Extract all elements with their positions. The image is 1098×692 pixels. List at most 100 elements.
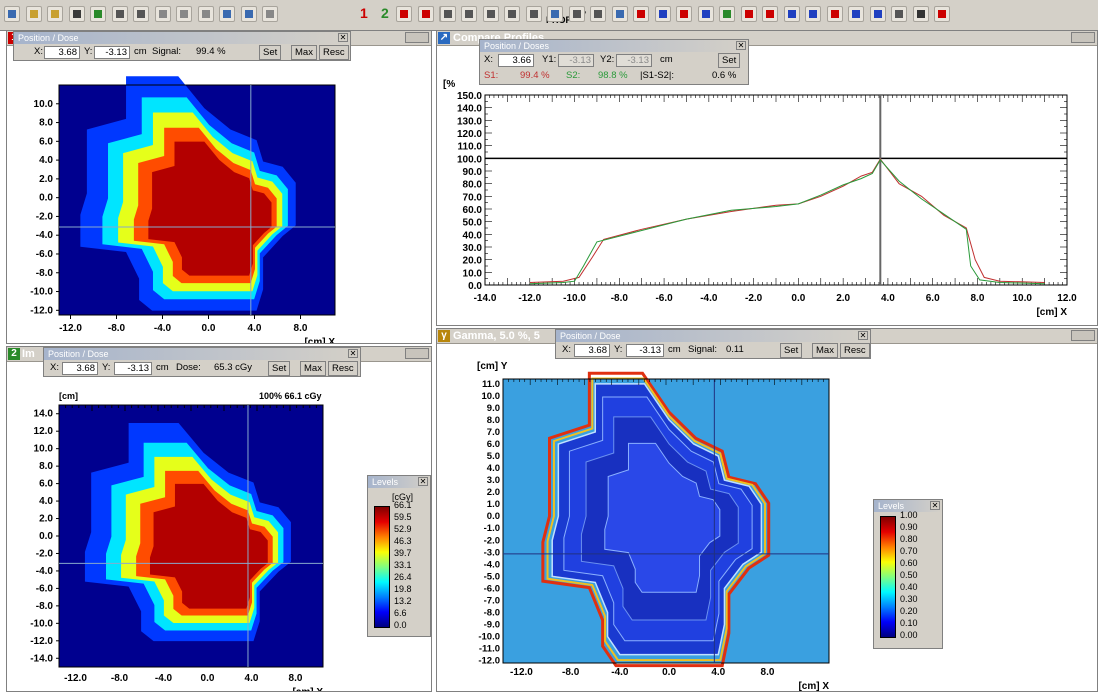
table-icon[interactable]	[262, 6, 278, 22]
open-folder-icon[interactable]	[47, 6, 63, 22]
x-tick-label: -12.0	[510, 667, 533, 678]
levels-value: 0.80	[900, 534, 918, 544]
close-icon[interactable]: ✕	[418, 477, 428, 486]
compare-icon[interactable]	[719, 6, 735, 22]
unit-label: cm	[134, 46, 147, 57]
rescale-button[interactable]: Resc	[328, 361, 358, 376]
close-icon[interactable]: ✕	[338, 33, 348, 42]
y1-input[interactable]	[558, 54, 594, 67]
close-icon[interactable]: ✕	[858, 331, 868, 340]
new-icon[interactable]	[4, 6, 20, 22]
max-button[interactable]: Max	[300, 361, 326, 376]
open-icon[interactable]	[26, 6, 42, 22]
window-buttons[interactable]	[405, 348, 429, 359]
shift-icon[interactable]	[762, 6, 778, 22]
position-dose-dialog-2[interactable]: Position / Dose ✕ X: Y: cm Dose: 65.3 cGy…	[43, 347, 361, 377]
exit-icon[interactable]	[934, 6, 950, 22]
report-icon[interactable]	[590, 6, 606, 22]
diff-value: 0.6 %	[712, 70, 736, 81]
levels-value: 0.00	[900, 630, 918, 640]
isodose-icon[interactable]	[741, 6, 757, 22]
print-icon[interactable]	[112, 6, 128, 22]
rescale-button[interactable]: Resc	[319, 45, 349, 60]
y-tick-label: 10.0	[34, 444, 54, 455]
gamma-window[interactable]: γ Gamma, 5.0 %, 5 [cm] Y 11.0 10.0 9.0 8.0 7.…	[436, 328, 1098, 692]
image-2-window[interactable]: 2 Im [cm] 100% 66.1 cGy 14.0 12.0 10.0 8.0 6.0…	[6, 346, 432, 692]
paste-icon[interactable]	[198, 6, 214, 22]
histogram-icon[interactable]	[612, 6, 628, 22]
close-icon[interactable]: ✕	[736, 41, 746, 50]
profile-icon[interactable]	[418, 6, 434, 22]
position-doses-dialog[interactable]: Position / Doses✕ X: Y1: Y2: cm Set S1: …	[479, 39, 749, 85]
copy-icon[interactable]	[176, 6, 192, 22]
y-tick-label: -12.0	[30, 636, 53, 647]
position-dose-title: Position / Dose	[560, 331, 621, 341]
ruler-icon[interactable]	[633, 6, 649, 22]
close-icon[interactable]: ✕	[348, 349, 358, 358]
tools-icon[interactable]	[891, 6, 907, 22]
window-buttons[interactable]	[405, 32, 429, 43]
gamma-plot[interactable]: [cm] Y11.010.09.08.07.06.05.04.03.02.01.…	[437, 343, 1098, 692]
window-icon[interactable]	[547, 6, 563, 22]
x-input[interactable]	[498, 54, 534, 67]
compare-profiles-window[interactable]: ↗ Compare Profiles 150.0 140.0 130.0 120.0 1…	[436, 30, 1098, 326]
x-tick-label: -12.0	[64, 673, 87, 684]
position-dose-dialog-gamma[interactable]: Position / Dose ✕ X: Y: cm Signal: 0.11 S…	[555, 329, 871, 359]
print-preview-icon[interactable]	[155, 6, 171, 22]
x-axis-label: [cm] X	[798, 681, 829, 692]
set-button[interactable]: Set	[780, 343, 802, 358]
y-input[interactable]	[94, 46, 130, 59]
x-tick-label: -12.0	[59, 323, 82, 334]
set-button[interactable]: Set	[268, 361, 290, 376]
undo-icon[interactable]	[219, 6, 235, 22]
info-icon[interactable]	[913, 6, 929, 22]
zoom-in-icon[interactable]	[461, 6, 477, 22]
profile-display-icon[interactable]	[504, 6, 520, 22]
set-button[interactable]: Set	[718, 53, 740, 68]
redo-icon[interactable]	[241, 6, 257, 22]
position-dose-dialog-1[interactable]: Position / Dose ✕ X: Y: cm Signal: 99.4 %…	[13, 31, 351, 61]
x-input[interactable]	[44, 46, 80, 59]
y-tick-label: 140.0	[457, 104, 482, 115]
y-input[interactable]	[114, 362, 152, 375]
max-button[interactable]: Max	[291, 45, 317, 60]
align-icon[interactable]	[827, 6, 843, 22]
image-2-button[interactable]: 2	[381, 5, 389, 21]
stamp-icon[interactable]	[698, 6, 714, 22]
y-input[interactable]	[626, 344, 664, 357]
y2-input[interactable]	[616, 54, 652, 67]
close-icon[interactable]: ✕	[930, 501, 940, 510]
zoom-icon[interactable]	[440, 6, 456, 22]
settings-icon[interactable]	[870, 6, 886, 22]
levels-value: 0.20	[900, 606, 918, 616]
x-input[interactable]	[62, 362, 98, 375]
rotate-icon[interactable]	[784, 6, 800, 22]
filter-icon[interactable]	[848, 6, 864, 22]
move-icon[interactable]	[805, 6, 821, 22]
rescale-button[interactable]: Resc	[840, 343, 870, 358]
y-tick-label: 50.0	[463, 218, 483, 229]
image-1-icon[interactable]	[396, 6, 412, 22]
dose-value: 65.3 cGy	[214, 362, 252, 373]
square-icon[interactable]	[655, 6, 671, 22]
image-1-window[interactable]: 1 10.08.06.04.02.00.0-2.0-4.0-6.0-8.0-10…	[6, 30, 432, 344]
window-buttons[interactable]	[1071, 32, 1095, 43]
export-icon[interactable]	[90, 6, 106, 22]
crosshair-icon[interactable]	[676, 6, 692, 22]
dose-levels-legend[interactable]: Levels ✕ [cGy] 66.1 59.5 52.9 46.3 39.7 33.1 26…	[367, 475, 431, 637]
x-input[interactable]	[574, 344, 610, 357]
max-button[interactable]: Max	[812, 343, 838, 358]
set-button[interactable]: Set	[259, 45, 281, 60]
gy-icon[interactable]	[526, 6, 542, 22]
print-setup-icon[interactable]	[133, 6, 149, 22]
toolbar: 1 2 PROF Gy	[0, 0, 1098, 31]
zoom-out-icon[interactable]	[483, 6, 499, 22]
gamma-levels-legend[interactable]: Levels ✕ 1.00 0.90 0.80 0.70 0.60 0.50 0.40 0.30…	[873, 499, 943, 649]
y-tick-label: -10.0	[30, 287, 53, 298]
list-icon[interactable]	[569, 6, 585, 22]
save-icon[interactable]	[69, 6, 85, 22]
image-1-button[interactable]: 1	[360, 5, 368, 21]
window-buttons[interactable]	[1071, 330, 1095, 341]
image-1-plot[interactable]: 10.0 8.0 6.0 4.0 2.0 0.0 -2.0 -4.0 -6.0 -8.0 -10.0…	[7, 45, 432, 344]
